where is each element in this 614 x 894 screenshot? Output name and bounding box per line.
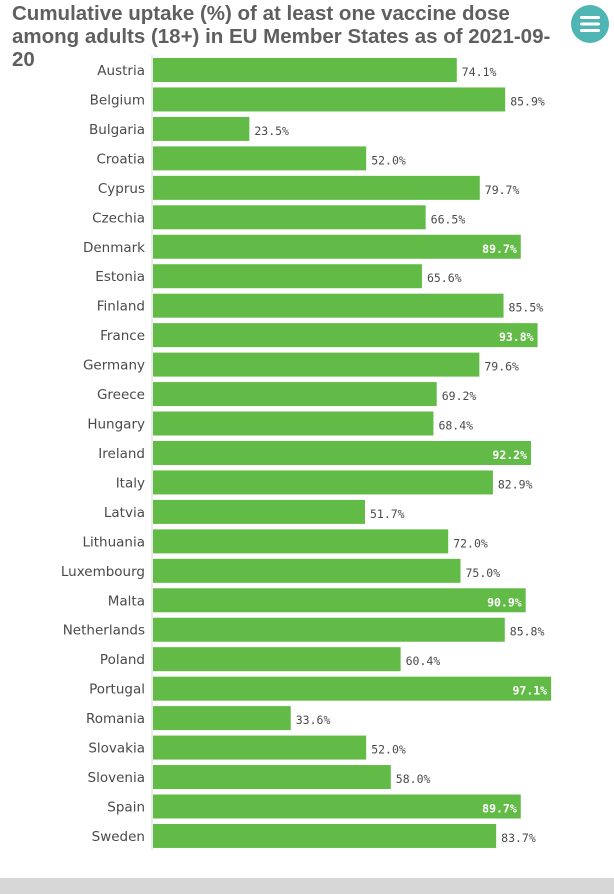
bar[interactable] — [153, 470, 493, 495]
menu-button[interactable] — [571, 5, 609, 43]
value-label: 92.2% — [492, 448, 527, 462]
category-label: Latvia — [104, 505, 145, 521]
bar[interactable] — [153, 293, 504, 318]
value-label: 58.0% — [396, 772, 431, 786]
category-label: Bulgaria — [89, 122, 145, 138]
category-label: Croatia — [96, 151, 145, 167]
value-label: 51.7% — [370, 507, 405, 521]
category-label: France — [100, 328, 145, 344]
value-label: 79.6% — [484, 360, 519, 374]
category-label: Belgium — [90, 92, 145, 108]
bar[interactable] — [153, 617, 505, 642]
value-label: 65.6% — [427, 271, 462, 285]
bar[interactable] — [153, 676, 552, 701]
value-label: 75.0% — [466, 566, 501, 580]
value-label: 60.4% — [406, 654, 441, 668]
category-label: Greece — [97, 387, 145, 403]
bar[interactable] — [153, 116, 250, 141]
value-label: 85.8% — [510, 625, 545, 639]
category-label: Slovakia — [88, 741, 145, 757]
value-label: 97.1% — [512, 684, 547, 698]
category-label: Italy — [116, 475, 145, 491]
category-label: Slovenia — [88, 770, 145, 786]
value-label: 82.9% — [498, 477, 533, 491]
value-label: 85.5% — [509, 301, 544, 315]
bar[interactable] — [153, 411, 434, 436]
value-label: 83.7% — [501, 831, 536, 845]
category-label: Cyprus — [98, 181, 145, 197]
category-label: Luxembourg — [61, 564, 145, 580]
category-label: Czechia — [92, 210, 145, 226]
category-label: Netherlands — [63, 623, 145, 639]
category-label: Lithuania — [82, 534, 145, 550]
value-label: 89.7% — [482, 242, 517, 256]
bar[interactable] — [153, 58, 457, 82]
bar[interactable] — [153, 765, 391, 790]
category-label: Sweden — [92, 829, 145, 845]
value-label: 66.5% — [431, 212, 466, 226]
category-label: Hungary — [87, 417, 145, 433]
value-label: 72.0% — [453, 536, 488, 550]
category-label: Poland — [100, 652, 145, 668]
bar[interactable] — [153, 323, 538, 348]
bar[interactable] — [153, 440, 532, 465]
footer-strip — [0, 878, 614, 894]
bar[interactable] — [153, 264, 422, 289]
category-label: Ireland — [98, 446, 145, 462]
category-label: Spain — [107, 800, 145, 816]
bar[interactable] — [153, 794, 521, 819]
category-label: Romania — [86, 711, 145, 727]
category-label: Austria — [97, 63, 145, 79]
category-label: Portugal — [89, 682, 145, 698]
value-label: 33.6% — [296, 713, 331, 727]
bar[interactable] — [153, 382, 437, 407]
value-label: 90.9% — [487, 595, 522, 609]
bar[interactable] — [153, 706, 291, 731]
value-label: 79.7% — [485, 183, 520, 197]
value-label: 89.7% — [482, 802, 517, 816]
category-label: Denmark — [83, 240, 145, 256]
bar[interactable] — [153, 647, 401, 672]
chart-title: Cumulative uptake (%) of at least one va… — [12, 2, 551, 71]
bar[interactable] — [153, 352, 480, 377]
value-label: 68.4% — [438, 419, 473, 433]
bar[interactable] — [153, 175, 480, 200]
bar[interactable] — [153, 499, 365, 524]
value-label: 52.0% — [371, 743, 406, 757]
hamburger-menu-icon — [580, 16, 600, 32]
bar[interactable] — [153, 823, 497, 848]
value-label: 23.5% — [254, 124, 289, 138]
category-label: Malta — [108, 593, 145, 609]
category-label: Germany — [83, 358, 145, 374]
value-label: 69.2% — [442, 389, 477, 403]
bar[interactable] — [153, 558, 461, 583]
category-label: Estonia — [95, 269, 145, 285]
bar[interactable] — [153, 234, 521, 259]
value-label: 74.1% — [462, 65, 497, 79]
bar[interactable] — [153, 87, 506, 112]
bar[interactable] — [153, 146, 367, 171]
bar[interactable] — [153, 529, 449, 554]
category-label: Finland — [97, 299, 145, 315]
bar[interactable] — [153, 205, 426, 230]
bar[interactable] — [153, 735, 367, 760]
value-label: 85.9% — [510, 94, 545, 108]
value-label: 93.8% — [499, 330, 534, 344]
bar[interactable] — [153, 588, 526, 613]
value-label: 52.0% — [371, 153, 406, 167]
